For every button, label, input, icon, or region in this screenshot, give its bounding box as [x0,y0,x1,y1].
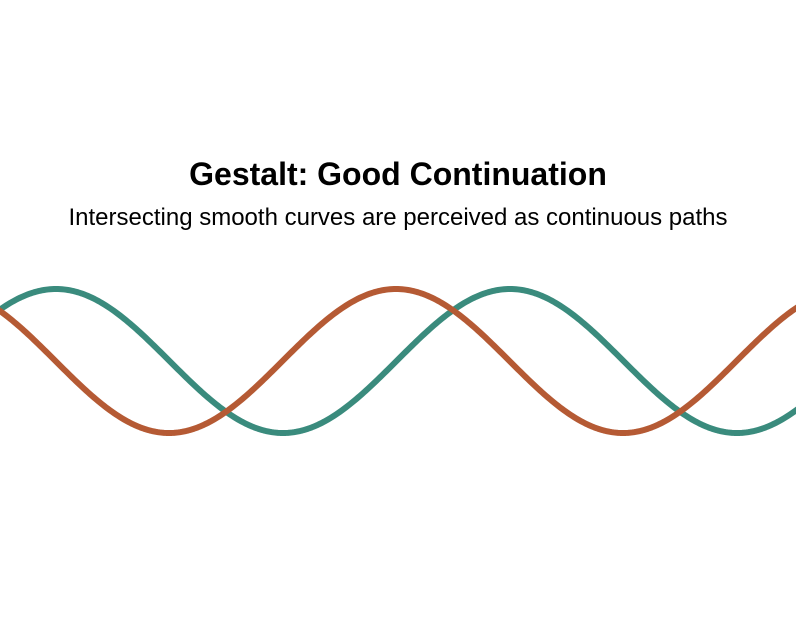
orange-curve [0,286,796,436]
figure-title: Gestalt: Good Continuation [189,156,607,192]
teal-curve [0,286,796,436]
header: Gestalt: Good Continuation Intersecting … [0,152,796,240]
figure-subtitle: Intersecting smooth curves are perceived… [68,204,728,231]
